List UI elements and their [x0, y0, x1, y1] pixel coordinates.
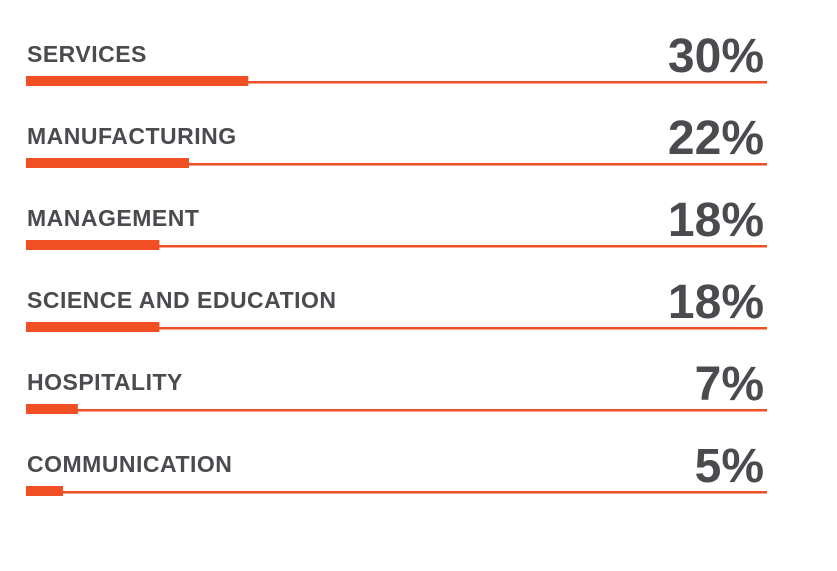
category-label: HOSPITALITY: [27, 369, 183, 395]
track: [26, 245, 767, 248]
value-label: 7%: [695, 358, 764, 411]
track: [26, 81, 767, 84]
category-label: COMMUNICATION: [27, 451, 232, 477]
value-label: 22%: [668, 112, 764, 165]
track: [26, 327, 767, 330]
value-label: 5%: [695, 440, 764, 493]
bar: [26, 486, 64, 496]
value-label: 18%: [668, 276, 764, 329]
track: [26, 163, 767, 166]
category-label: MANAGEMENT: [27, 205, 199, 231]
category-label: SCIENCE AND EDUCATION: [27, 287, 337, 313]
bar: [26, 158, 190, 168]
value-label: 18%: [668, 194, 764, 247]
category-label: SERVICES: [27, 41, 147, 67]
track: [26, 409, 767, 412]
bar: [26, 322, 160, 332]
value-label: 30%: [668, 30, 764, 83]
bar: [26, 76, 249, 86]
bar: [26, 240, 160, 250]
track: [26, 491, 767, 494]
bar: [26, 404, 78, 414]
category-label: MANUFACTURING: [27, 123, 237, 149]
